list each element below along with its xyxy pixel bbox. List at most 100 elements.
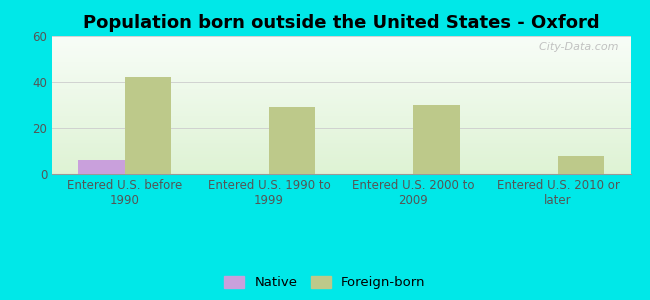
Bar [52,61,630,62]
Bar [52,96,630,97]
Bar [52,79,630,80]
Bar [52,82,630,83]
Bar [52,91,630,92]
Bar [52,137,630,138]
Bar [52,147,630,148]
Bar [52,37,630,38]
Bar [52,124,630,125]
Bar [52,110,630,111]
Bar [52,97,630,98]
Bar [52,108,630,109]
Bar [52,121,630,122]
Bar [52,154,630,155]
Bar [52,66,630,67]
Bar [52,59,630,60]
Bar [52,113,630,114]
Bar [52,47,630,48]
Bar [52,109,630,110]
Bar [52,46,630,47]
Bar [52,71,630,72]
Bar [52,54,630,55]
Bar [52,105,630,106]
Bar [52,62,630,63]
Bar [52,161,630,162]
Bar [52,73,630,74]
Bar [52,75,630,76]
Bar [125,77,171,174]
Bar [52,89,630,90]
Bar [52,143,630,144]
Bar [52,76,630,77]
Bar [52,128,630,129]
Bar [52,51,630,52]
Bar [52,80,630,81]
Bar [52,120,630,121]
Bar [52,123,630,124]
Bar [52,58,630,59]
Bar [52,126,630,127]
Bar [52,42,630,43]
Bar [52,157,630,158]
Bar [52,112,630,113]
Bar [52,48,630,49]
Bar [52,90,630,91]
Bar [52,138,630,139]
Bar [52,70,630,71]
Bar [52,38,630,39]
Bar [52,145,630,146]
Bar [52,72,630,73]
Bar [52,139,630,140]
Bar [52,165,630,166]
Bar [413,105,460,174]
Bar [52,168,630,169]
Bar [52,140,630,141]
Bar [52,53,630,54]
Bar [52,153,630,154]
Bar [52,117,630,118]
Bar [52,167,630,168]
Bar [52,151,630,152]
Bar [52,77,630,78]
Bar [269,107,315,174]
Bar [52,158,630,159]
Bar [52,163,630,164]
Bar [52,81,630,82]
Bar [52,88,630,89]
Bar [52,135,630,136]
Bar [52,93,630,94]
Bar [52,111,630,112]
Bar [52,69,630,70]
Bar [52,172,630,173]
Bar [52,50,630,51]
Bar [558,156,605,174]
Bar [52,141,630,142]
Bar [52,173,630,174]
Bar [78,160,125,174]
Bar [52,142,630,143]
Bar [52,44,630,45]
Bar [52,171,630,172]
Bar [52,136,630,137]
Bar [52,150,630,151]
Bar [52,127,630,128]
Bar [52,84,630,85]
Bar [52,122,630,123]
Bar [52,148,630,149]
Bar [52,99,630,100]
Bar [52,52,630,53]
Title: Population born outside the United States - Oxford: Population born outside the United State… [83,14,599,32]
Bar [52,156,630,157]
Bar [52,114,630,115]
Bar [52,104,630,105]
Bar [52,57,630,58]
Bar [52,169,630,170]
Bar [52,86,630,87]
Bar [52,132,630,133]
Bar [52,92,630,93]
Bar [52,78,630,79]
Bar [52,64,630,65]
Bar [52,55,630,56]
Bar [52,39,630,40]
Bar [52,87,630,88]
Bar [52,152,630,153]
